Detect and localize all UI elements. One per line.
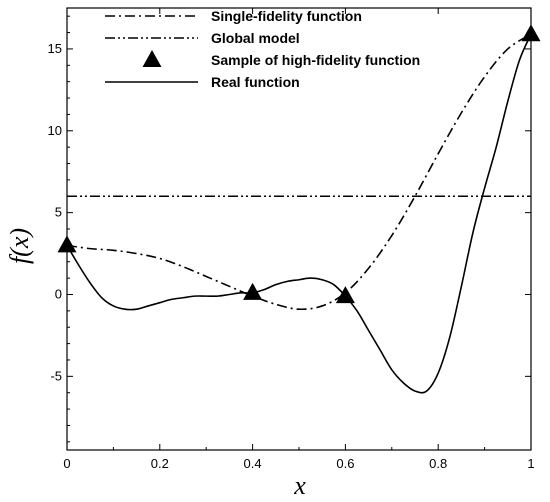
legend: Single-fidelity function Global model Samp… <box>105 8 420 90</box>
x-tick-label: 0.2 <box>151 456 169 471</box>
sample-point <box>243 282 263 300</box>
y-axis-title: f(x) <box>5 228 34 264</box>
legend-label: Single-fidelity function <box>211 8 362 24</box>
y-tick-label: 10 <box>48 123 62 138</box>
legend-marker <box>142 50 162 67</box>
axes: 0 0.2 0.4 0.6 0.8 1 -5 0 5 10 15 <box>48 7 535 471</box>
series-line-real-function <box>66 33 532 394</box>
x-tick-label: 0.6 <box>336 456 354 471</box>
y-tick-label: 0 <box>55 286 62 301</box>
x-tick-label: 0 <box>63 456 70 471</box>
y-tick-label: 5 <box>55 205 62 220</box>
x-tick-label: 0.4 <box>244 456 262 471</box>
y-tick-label: 15 <box>48 41 62 56</box>
y-tick-label: -5 <box>50 368 62 383</box>
x-axis-title: x <box>293 471 306 500</box>
series-line-single-fidelity-function <box>66 33 532 311</box>
sample-point <box>335 286 355 304</box>
x-tick-label: 0.8 <box>429 456 447 471</box>
plot-area <box>57 24 541 394</box>
legend-label: Real function <box>211 74 300 90</box>
legend-label: Global model <box>211 30 300 46</box>
legend-label: Sample of high-fidelity function <box>211 52 420 68</box>
x-tick-label: 1 <box>527 456 534 471</box>
